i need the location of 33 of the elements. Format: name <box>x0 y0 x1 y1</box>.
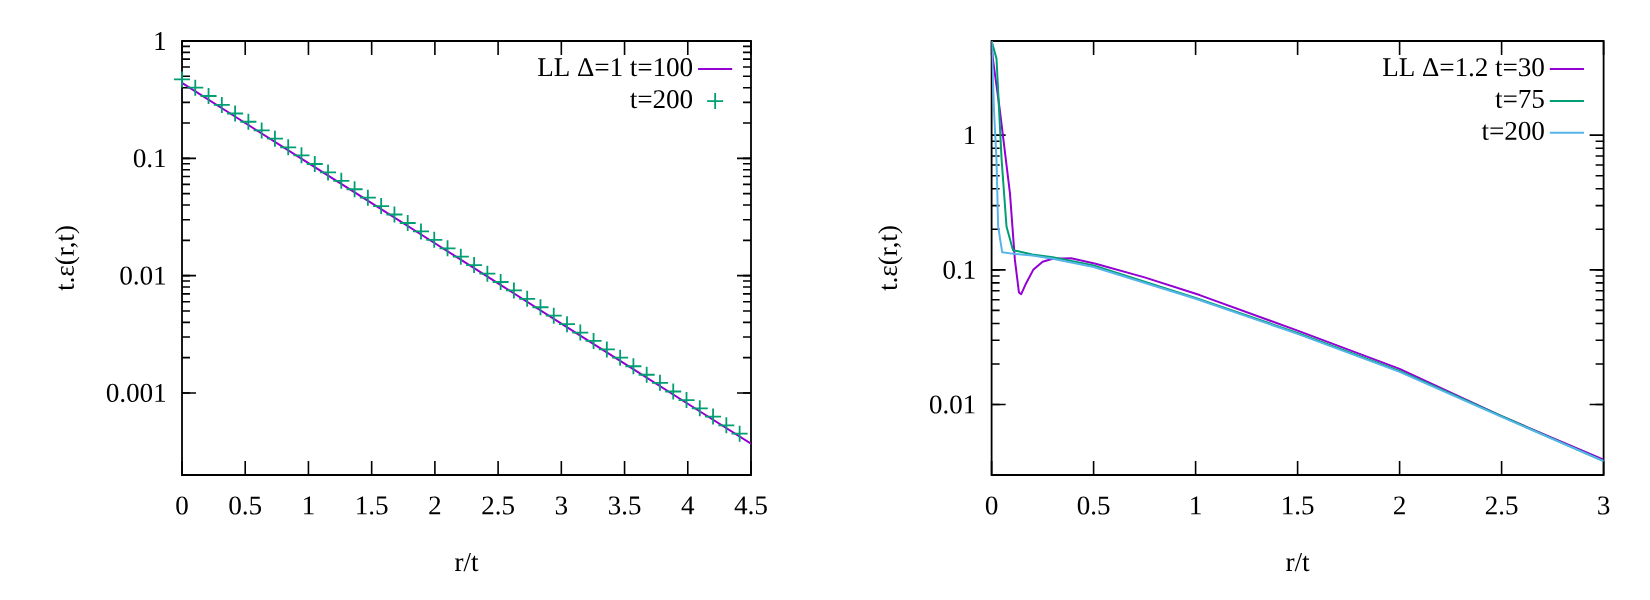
x-tick-label: 2 <box>1394 496 1405 515</box>
y-tick-label: 0.1 <box>133 149 165 168</box>
legend-label: LL Δ=1 t=100 <box>538 58 693 77</box>
x-tick-label: 1 <box>304 496 314 515</box>
legend-label: LL Δ=1.2 t=30 <box>1383 58 1544 77</box>
legend-label: t=200 <box>1481 121 1544 141</box>
x-tick-label: 1 <box>1191 496 1201 515</box>
legend-label: t=200 <box>630 90 693 109</box>
y-axis-title: t.ε(r,t) <box>878 226 903 291</box>
x-tick-label: 3 <box>555 496 568 515</box>
x-axis-title: r/t <box>455 553 479 572</box>
x-tick-label: 1.5 <box>357 496 388 515</box>
x-tick-label: 4.5 <box>734 496 767 515</box>
x-tick-label: 1.5 <box>1283 496 1314 515</box>
y-tick-label: 0.01 <box>929 395 975 414</box>
x-axis-title: r/t <box>1286 553 1310 572</box>
y-tick-label: 0.1 <box>943 260 975 280</box>
x-tick-label: 2.5 <box>482 496 514 515</box>
legend-label: t=75 <box>1495 90 1544 109</box>
y-tick-label: 1 <box>155 32 165 50</box>
y-axis-title: t.ε(r,t) <box>54 226 80 291</box>
x-tick-label: 0.5 <box>1077 496 1110 515</box>
y-tick-label: 0.01 <box>120 266 165 285</box>
y-tick-label: 0.001 <box>106 383 165 403</box>
x-tick-label: 0.5 <box>229 496 262 515</box>
x-tick-label: 3 <box>1598 496 1610 515</box>
x-tick-label: 2.5 <box>1485 496 1518 515</box>
x-tick-label: 2 <box>429 496 441 515</box>
x-tick-label: 0 <box>985 496 998 515</box>
x-tick-label: 0 <box>176 496 188 515</box>
x-tick-label: 4 <box>681 496 695 515</box>
y-tick-label: 1 <box>965 126 975 145</box>
x-tick-label: 3.5 <box>608 496 641 515</box>
